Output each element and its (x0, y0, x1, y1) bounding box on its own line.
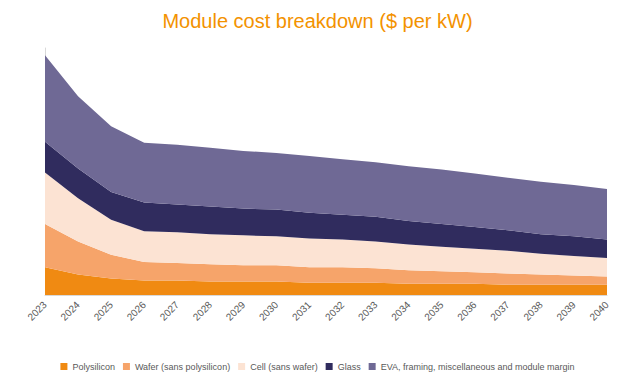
svg-text:Cell (sans wafer): Cell (sans wafer) (250, 362, 318, 372)
svg-text:Wafer (sans polysilicon): Wafer (sans polysilicon) (135, 362, 230, 372)
svg-text:2023: 2023 (25, 299, 49, 323)
svg-text:2034: 2034 (389, 299, 413, 323)
svg-text:Glass: Glass (338, 362, 362, 372)
svg-text:2031: 2031 (290, 299, 314, 323)
svg-text:2038: 2038 (521, 299, 545, 323)
svg-text:Module cost breakdown ($ per k: Module cost breakdown ($ per kW) (162, 10, 472, 32)
svg-text:2039: 2039 (554, 299, 578, 323)
svg-text:2037: 2037 (488, 299, 512, 323)
svg-text:Polysilicon: Polysilicon (72, 362, 115, 372)
svg-text:2035: 2035 (422, 299, 446, 323)
svg-text:2032: 2032 (323, 299, 347, 323)
svg-text:2026: 2026 (125, 299, 149, 323)
svg-text:2033: 2033 (356, 299, 380, 323)
svg-text:2029: 2029 (224, 299, 248, 323)
svg-text:2030: 2030 (257, 299, 281, 323)
svg-text:2036: 2036 (455, 299, 479, 323)
svg-text:2027: 2027 (158, 299, 182, 323)
svg-text:2028: 2028 (191, 299, 215, 323)
svg-text:2025: 2025 (92, 299, 116, 323)
svg-text:2024: 2024 (58, 299, 82, 323)
svg-text:2040: 2040 (587, 299, 611, 323)
svg-text:EVA, framing, miscellaneous an: EVA, framing, miscellaneous and module m… (381, 362, 575, 372)
